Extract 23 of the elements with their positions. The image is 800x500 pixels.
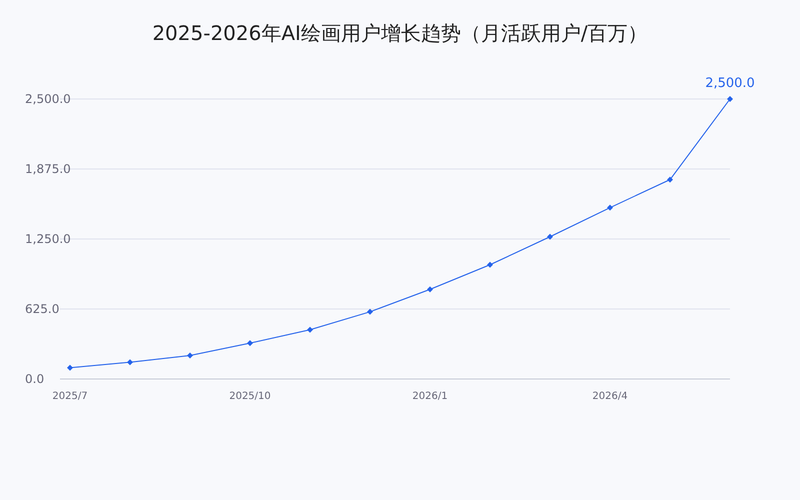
y-tick-label: 2,500.0 xyxy=(25,92,71,106)
point xyxy=(427,286,433,292)
x-tick-label: 2026/1 xyxy=(412,391,448,402)
x-tick-label: 2025/7 xyxy=(52,391,88,402)
point xyxy=(307,326,313,333)
point xyxy=(667,176,673,183)
y-tick-label: 625.0 xyxy=(25,302,60,316)
y-tick-label: 0.0 xyxy=(25,372,44,386)
data-label: 2,500.0 xyxy=(705,76,755,91)
x-tick-label: 2025/10 xyxy=(229,391,271,402)
point xyxy=(547,234,553,240)
y-tick-label: 1,875.0 xyxy=(25,162,71,176)
point xyxy=(67,364,73,371)
point xyxy=(187,352,193,358)
chart-title: 2025-2026年AI绘画用户增长趋势（月活跃用户/百万） xyxy=(152,21,648,45)
y-tick-label: 1,250.0 xyxy=(25,232,71,246)
x-tick-label: 2026/4 xyxy=(592,391,628,402)
point xyxy=(607,204,613,211)
point xyxy=(487,262,493,268)
point xyxy=(247,340,253,346)
point xyxy=(367,308,373,315)
point xyxy=(127,359,133,366)
point xyxy=(727,96,733,102)
